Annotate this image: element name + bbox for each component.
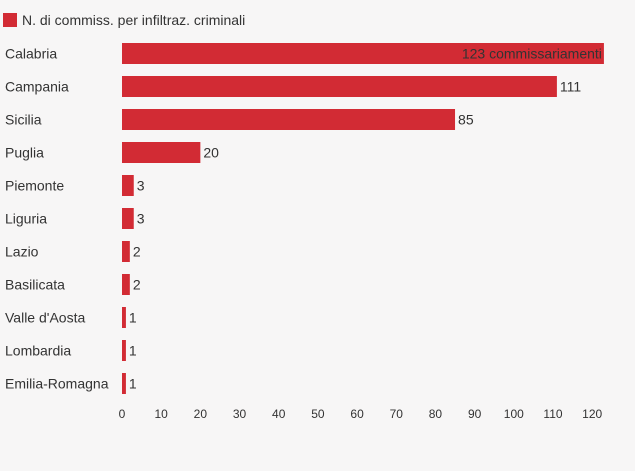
value-label: 1 (129, 310, 137, 326)
category-label: Lazio (5, 244, 39, 260)
x-tick-label: 100 (504, 407, 524, 421)
category-label: Lombardia (5, 343, 71, 359)
bar (122, 340, 126, 361)
bar (122, 175, 134, 196)
value-label: 20 (203, 145, 219, 161)
category-label: Sicilia (5, 112, 42, 128)
legend-label: N. di commiss. per infiltraz. criminali (22, 12, 245, 28)
bar (122, 241, 130, 262)
bar (122, 208, 134, 229)
x-tick-label: 80 (429, 407, 443, 421)
category-label: Basilicata (5, 277, 65, 293)
category-label: Calabria (5, 46, 57, 62)
bar (122, 274, 130, 295)
category-label: Puglia (5, 145, 44, 161)
value-label: 3 (137, 178, 145, 194)
bar (122, 373, 126, 394)
x-tick-label: 40 (272, 407, 286, 421)
category-label: Emilia-Romagna (5, 376, 109, 392)
value-label: 1 (129, 343, 137, 359)
bar (122, 142, 201, 163)
category-label: Valle d'Aosta (5, 310, 85, 326)
legend-swatch (3, 13, 17, 27)
value-label: 2 (133, 277, 141, 293)
x-tick-label: 120 (582, 407, 602, 421)
x-tick-label: 0 (119, 407, 126, 421)
value-label: 111 (560, 79, 581, 95)
x-tick-label: 30 (233, 407, 247, 421)
category-label: Campania (5, 79, 69, 95)
value-label: 85 (458, 112, 474, 128)
value-label: 2 (133, 244, 141, 260)
category-label: Liguria (5, 211, 47, 227)
x-tick-label: 50 (311, 407, 325, 421)
value-label: 3 (137, 211, 145, 227)
bar (122, 43, 604, 64)
x-tick-label: 10 (155, 407, 169, 421)
value-label: 1 (129, 376, 137, 392)
category-label: Piemonte (5, 178, 64, 194)
x-axis-ticks: 0 10 20 30 40 50 60 70 80 90 100 110 120 (119, 407, 603, 421)
category-labels: Calabria Campania Sicilia Puglia Piemonte Lig… (5, 46, 109, 392)
value-label: 123 commissariamenti (462, 46, 602, 62)
x-tick-label: 60 (350, 407, 364, 421)
bar (122, 76, 557, 97)
x-tick-label: 70 (390, 407, 404, 421)
x-tick-label: 90 (468, 407, 482, 421)
x-tick-label: 110 (543, 407, 562, 421)
bar (122, 307, 126, 328)
x-tick-label: 20 (194, 407, 208, 421)
legend: N. di commiss. per infiltraz. criminali (3, 12, 245, 28)
bars (122, 43, 604, 394)
bar (122, 109, 456, 130)
